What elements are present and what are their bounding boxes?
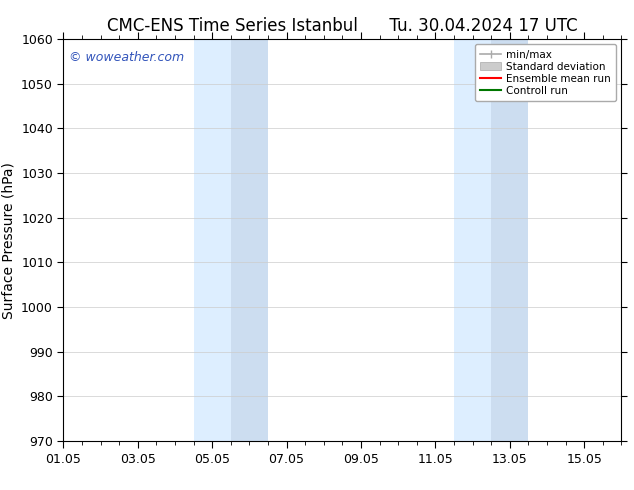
Text: © woweather.com: © woweather.com [69, 51, 184, 64]
Title: CMC-ENS Time Series Istanbul      Tu. 30.04.2024 17 UTC: CMC-ENS Time Series Istanbul Tu. 30.04.2… [107, 17, 578, 35]
Bar [491, 39, 528, 441]
Bar [193, 39, 231, 441]
Bar [454, 39, 491, 441]
Legend: min/max, Standard deviation, Ensemble mean run, Controll run: min/max, Standard deviation, Ensemble me… [475, 45, 616, 101]
Bar [231, 39, 268, 441]
Y-axis label: Surface Pressure (hPa): Surface Pressure (hPa) [1, 162, 16, 318]
